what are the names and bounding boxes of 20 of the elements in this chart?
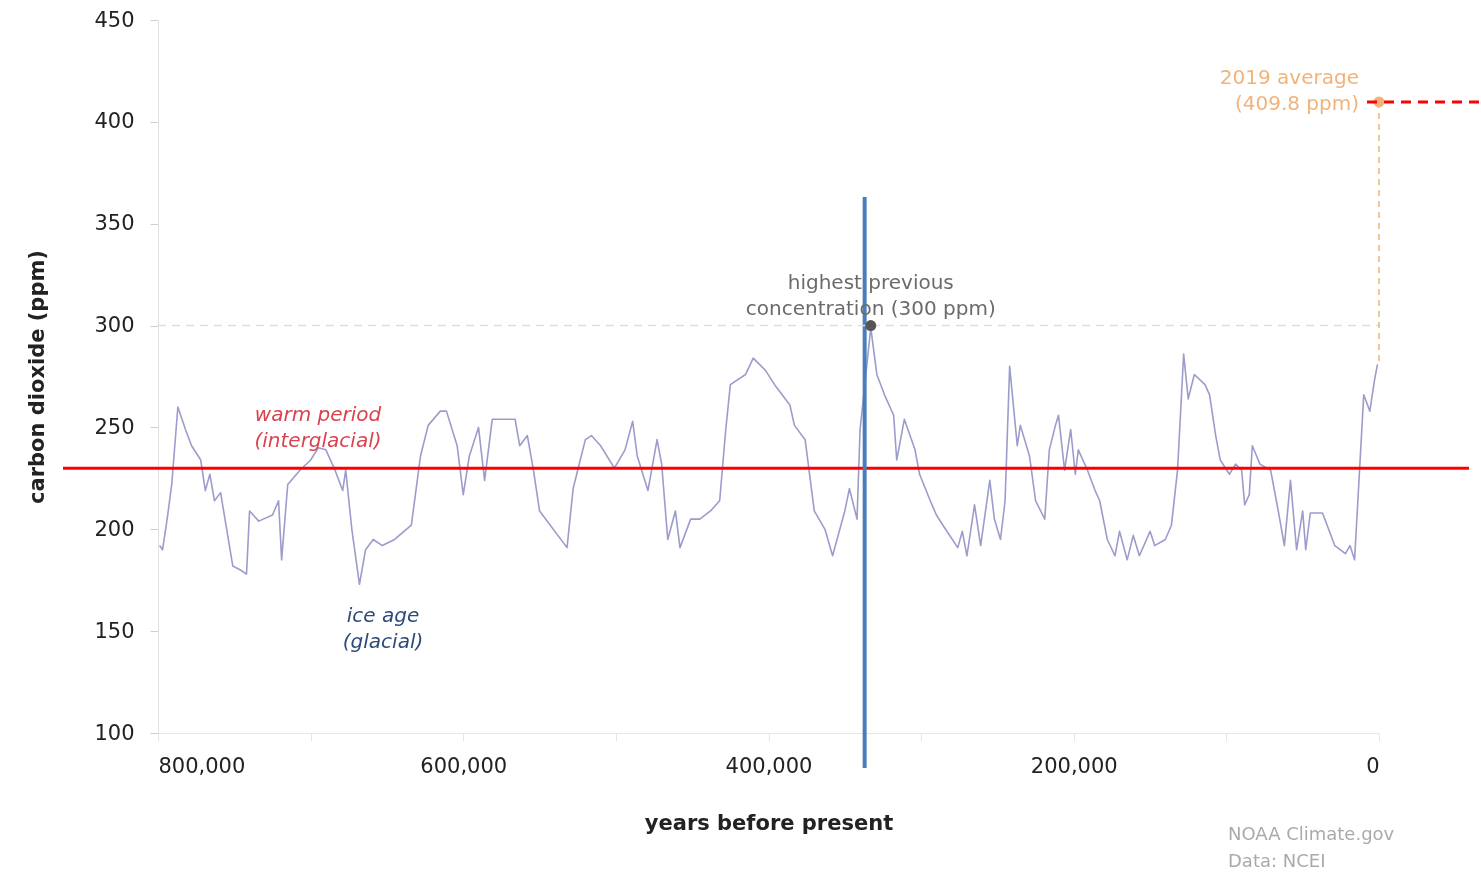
text: Data: NCEI (1228, 850, 1326, 871)
y-tick-label: 450 (94, 7, 135, 32)
annotation: 2019 average (409.8 ppm) (1219, 64, 1359, 115)
text: NOAA Climate.gov (1228, 823, 1395, 844)
x-tick-label: 600,000 (420, 753, 508, 778)
y-tick-label: 300 (94, 313, 135, 338)
y-tick-label: 150 (94, 618, 135, 643)
y-tick-label: 250 (94, 414, 135, 439)
annotation: ice age (glacial) (342, 603, 424, 653)
y-tick-label: 100 (94, 720, 135, 745)
y-axis-title: carbon dioxide (ppm) (25, 250, 50, 504)
y-tick-label: 200 (94, 516, 135, 541)
annotation: warm period (interglacial) (254, 402, 382, 452)
x-tick-label: 800,000 (158, 753, 246, 778)
x-tick-label: 200,000 (1030, 753, 1118, 778)
y-tick-label: 400 (94, 109, 135, 134)
y-tick-label: 350 (94, 211, 135, 236)
x-tick-label: 0 (1366, 753, 1380, 778)
x-axis-title: years before present (644, 810, 894, 835)
x-tick-label: 400,000 (725, 753, 813, 778)
